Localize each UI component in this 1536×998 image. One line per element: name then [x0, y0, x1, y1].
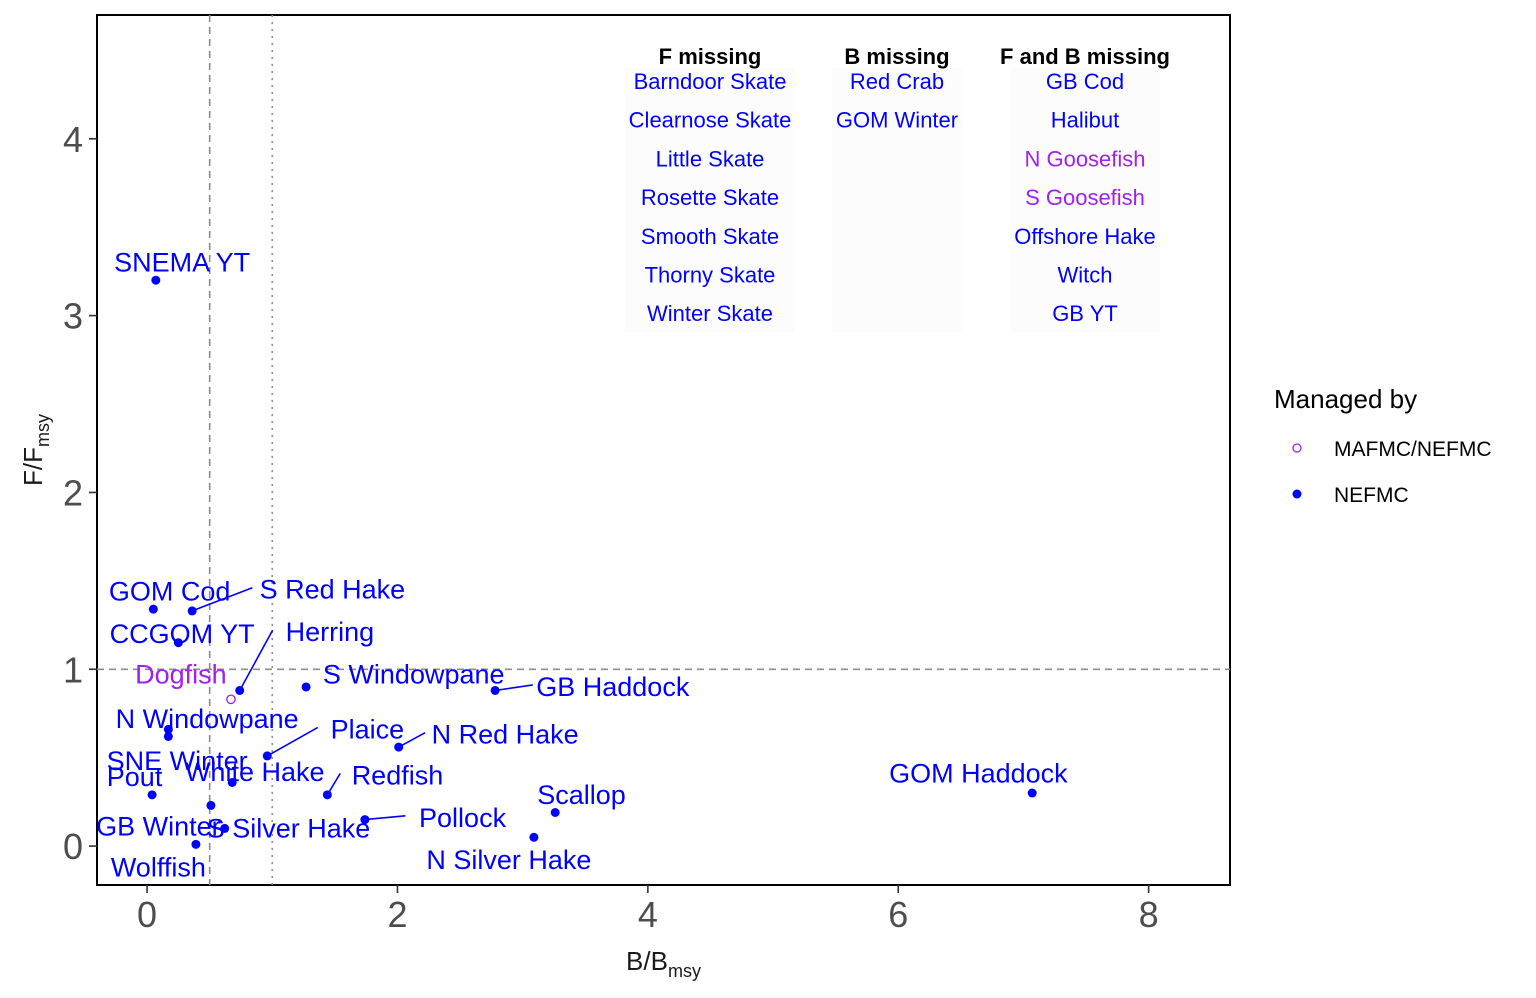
y-axis-tick-label: 2 [63, 472, 83, 513]
missing-table-cell: GOM Winter [836, 108, 958, 133]
data-point [163, 731, 173, 741]
legend-key-open-circle [1292, 443, 1302, 453]
x-axis-tick-label: 4 [638, 894, 658, 935]
label-leader-line [364, 815, 406, 821]
point-label: Redfish [352, 760, 444, 790]
missing-table-cell: Smooth Skate [641, 224, 779, 249]
point-label: N Silver Hake [426, 845, 591, 875]
x-axis-tick-label: 6 [888, 894, 908, 935]
y-axis-tick-label: 4 [63, 119, 83, 160]
point-label: GB Winter [96, 812, 221, 842]
data-point [187, 606, 197, 616]
point-label: Herring [286, 617, 375, 647]
point-label: White Hake [185, 757, 325, 787]
legend-label: NEFMC [1334, 484, 1409, 507]
data-point [490, 685, 500, 695]
point-label: GOM Cod [109, 576, 231, 606]
data-point [148, 604, 158, 614]
data-point [235, 685, 245, 695]
missing-table-cell: N Goosefish [1024, 146, 1145, 171]
point-label: Dogfish [135, 660, 227, 690]
point-label: GOM Haddock [889, 759, 1068, 789]
missing-table-cell: Witch [1058, 263, 1113, 288]
data-point [301, 682, 311, 692]
legend-title: Managed by [1274, 384, 1417, 414]
missing-table-cell: Clearnose Skate [629, 108, 792, 133]
x-axis-tick-label: 2 [387, 894, 407, 935]
point-label: GB Haddock [536, 672, 690, 702]
missing-table-header: B missing [844, 44, 949, 69]
missing-table-column-bg [832, 68, 962, 332]
data-point [322, 790, 332, 800]
label-leader-line [191, 586, 253, 612]
point-label: S Silver Hake [207, 813, 371, 843]
missing-table-cell: Barndoor Skate [634, 69, 787, 94]
missing-table-column-bg [625, 68, 795, 332]
missing-table-cell: Little Skate [656, 146, 765, 171]
data-point [206, 800, 216, 810]
point-label: CCGOM YT [110, 619, 255, 649]
y-axis-tick-label: 0 [63, 826, 83, 867]
missing-table-cell: GB Cod [1046, 69, 1124, 94]
missing-table-header: F and B missing [1000, 44, 1170, 69]
point-label: SNE Winter [107, 746, 248, 776]
label-leader-line [239, 629, 274, 691]
missing-table-cell: Offshore Hake [1014, 224, 1155, 249]
point-label: Scallop [537, 780, 626, 810]
point-label: N Red Hake [432, 720, 579, 750]
missing-table-cell: Winter Skate [647, 301, 773, 326]
plot-panel-border [96, 14, 1231, 886]
missing-table-cell: GB YT [1052, 301, 1118, 326]
legend-key-filled-circle [1292, 489, 1302, 499]
label-leader-line [398, 731, 426, 748]
point-label: Pollock [419, 803, 507, 833]
data-point [262, 751, 272, 761]
point-label: Plaice [331, 714, 405, 744]
data-point [360, 815, 370, 825]
point-label: N Windowpane [116, 704, 299, 734]
label-leader-line [266, 726, 319, 757]
missing-table-column-bg [1010, 68, 1160, 332]
x-axis-title: B/Bmsy [626, 946, 701, 981]
x-axis-tick-label: 0 [137, 894, 157, 935]
point-label: S Red Hake [260, 575, 406, 605]
label-leader-line [494, 684, 533, 692]
data-point [163, 724, 173, 734]
missing-table-cell: Rosette Skate [641, 185, 779, 210]
data-point [151, 275, 161, 285]
point-label: Pout [107, 762, 163, 792]
legend-label: MAFMC/NEFMC [1334, 438, 1491, 461]
data-point [173, 638, 183, 648]
legend: Managed by MAFMC/NEFMC NEFMC [1274, 384, 1491, 507]
point-label: Wolffish [111, 852, 206, 882]
data-point [227, 777, 237, 787]
y-axis-tick-label: 1 [63, 649, 83, 690]
missing-table-cell: S Goosefish [1025, 185, 1145, 210]
data-point [191, 839, 201, 849]
missing-table-cell: Red Crab [850, 69, 944, 94]
data-point [147, 790, 157, 800]
missing-table-cell: Halibut [1051, 108, 1119, 133]
data-point [394, 742, 404, 752]
data-point [529, 832, 539, 842]
data-point-open [226, 694, 236, 705]
missing-table-cell: Thorny Skate [645, 263, 776, 288]
data-point [1027, 788, 1037, 798]
y-axis-title: F/Fmsy [18, 414, 53, 486]
point-label: SNEMA YT [114, 248, 250, 278]
x-axis-tick-label: 8 [1139, 894, 1159, 935]
data-point [220, 823, 230, 833]
missing-table-header: F missing [659, 44, 762, 69]
point-label: S Windowpane [323, 660, 505, 690]
y-axis-tick-label: 3 [63, 296, 83, 337]
data-point [550, 808, 560, 817]
